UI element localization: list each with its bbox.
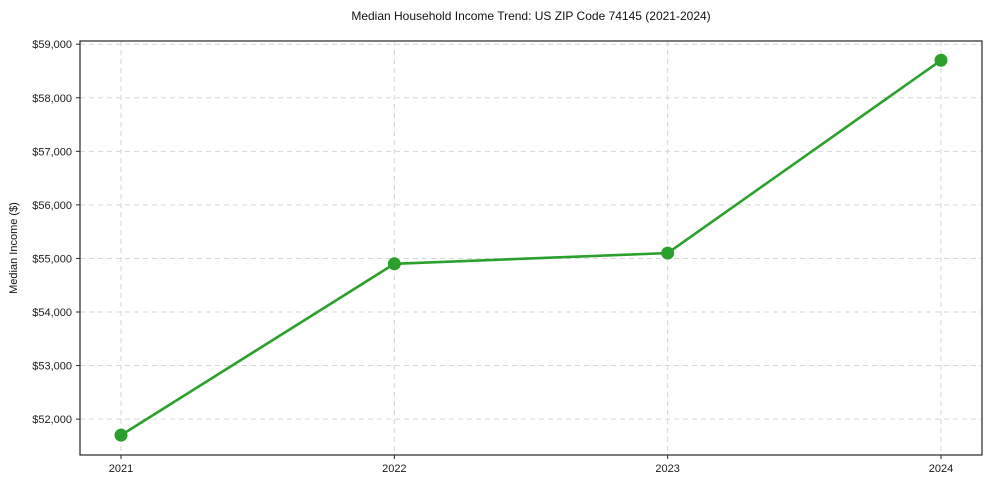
y-tick-label: $58,000 <box>32 93 72 105</box>
x-tick-label: 2022 <box>382 463 406 475</box>
data-point-marker <box>934 53 948 67</box>
data-point-marker <box>387 257 401 271</box>
chart-title: Median Household Income Trend: US ZIP Co… <box>351 9 711 23</box>
y-tick-label: $55,000 <box>32 253 72 265</box>
y-tick-label: $56,000 <box>32 200 72 212</box>
income-trend-line <box>119 58 943 437</box>
data-point-marker <box>114 428 128 442</box>
plot-area: $52,000 $53,000 $54,000 $55,000 $56,000 $57,0… <box>32 39 983 475</box>
y-axis-label: Median Income ($) <box>8 202 20 294</box>
x-tick-label: 2024 <box>929 463 953 475</box>
y-tick-label: $53,000 <box>32 361 72 373</box>
y-tick-label: $57,000 <box>32 146 72 158</box>
y-tick-label: $52,000 <box>32 414 72 426</box>
y-tick-label: $59,000 <box>32 39 72 51</box>
data-point-marker <box>661 246 675 260</box>
x-tick-label: 2023 <box>655 463 679 475</box>
axes-frame <box>79 40 983 456</box>
x-tick-label: 2021 <box>109 463 133 475</box>
y-tick-label: $54,000 <box>32 307 72 319</box>
